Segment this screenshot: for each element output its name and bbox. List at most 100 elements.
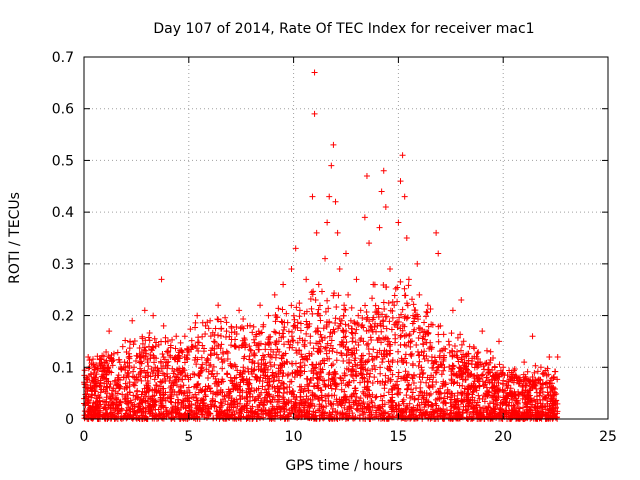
data-point <box>177 339 184 346</box>
data-point <box>393 408 400 415</box>
data-point <box>483 347 490 354</box>
data-point <box>367 323 374 330</box>
data-point <box>262 386 269 393</box>
chart-title: Day 107 of 2014, Rate Of TEC Index for r… <box>153 21 534 37</box>
data-point <box>122 380 129 387</box>
data-point <box>93 403 100 410</box>
data-point <box>432 369 439 376</box>
data-point <box>536 415 543 422</box>
data-point <box>301 402 308 409</box>
data-point <box>442 345 449 352</box>
data-point <box>249 393 256 400</box>
data-point <box>85 396 92 403</box>
data-point <box>204 355 211 362</box>
data-point <box>409 296 416 303</box>
y-tick-label: 0.2 <box>52 309 74 325</box>
data-point <box>380 317 387 324</box>
data-point <box>296 300 303 307</box>
data-point <box>442 400 449 407</box>
data-point <box>105 378 112 385</box>
data-point <box>145 400 152 407</box>
data-point <box>164 370 171 377</box>
data-point <box>141 344 148 351</box>
data-point <box>238 373 245 380</box>
data-point <box>219 402 226 409</box>
data-points <box>81 69 561 422</box>
data-point <box>539 404 546 411</box>
data-point <box>291 316 298 323</box>
data-point <box>364 314 371 321</box>
data-point <box>370 355 377 362</box>
data-point <box>471 353 478 360</box>
data-point <box>124 391 131 398</box>
data-point <box>109 392 116 399</box>
data-point <box>446 341 453 348</box>
data-point <box>228 363 235 370</box>
data-point <box>149 415 156 422</box>
data-point <box>358 323 365 330</box>
data-point <box>392 321 399 328</box>
data-point <box>359 375 366 382</box>
data-point <box>84 399 91 406</box>
data-point <box>345 291 352 298</box>
data-point <box>430 413 437 420</box>
data-point <box>228 397 235 404</box>
y-tick-label: 0.6 <box>52 102 74 118</box>
data-point <box>240 316 247 323</box>
data-point <box>251 339 258 346</box>
data-point <box>170 382 177 389</box>
data-point <box>416 358 423 365</box>
data-point <box>299 356 306 363</box>
data-point <box>408 338 415 345</box>
data-point <box>159 350 166 357</box>
data-point <box>161 372 168 379</box>
data-point <box>315 310 322 317</box>
data-point <box>375 305 382 312</box>
data-point <box>358 335 365 342</box>
data-point <box>155 341 162 348</box>
data-point <box>254 404 261 411</box>
data-point <box>441 364 448 371</box>
data-point <box>237 369 244 376</box>
data-point <box>347 317 354 324</box>
data-point <box>93 383 100 390</box>
data-point <box>280 352 287 359</box>
data-point <box>342 411 349 418</box>
data-point <box>426 411 433 418</box>
data-point <box>338 402 345 409</box>
data-point <box>418 364 425 371</box>
data-point <box>192 402 199 409</box>
data-point <box>553 390 560 397</box>
data-point <box>100 353 107 360</box>
data-point <box>353 276 360 283</box>
data-point <box>368 411 375 418</box>
x-tick-label: 0 <box>80 429 89 445</box>
data-point <box>424 302 431 309</box>
data-point <box>360 390 367 397</box>
data-point <box>466 343 473 350</box>
data-point <box>278 334 285 341</box>
data-point <box>227 400 234 407</box>
data-point <box>408 386 415 393</box>
data-point <box>330 292 337 299</box>
data-point <box>405 382 412 389</box>
data-point <box>385 389 392 396</box>
data-point <box>462 365 469 372</box>
data-point <box>151 359 158 366</box>
data-point <box>181 367 188 374</box>
data-point <box>353 373 360 380</box>
data-point <box>342 399 349 406</box>
data-point <box>332 319 339 326</box>
data-point <box>103 410 110 417</box>
data-point <box>333 383 340 390</box>
data-point <box>275 377 282 384</box>
data-point <box>300 388 307 395</box>
data-point <box>491 383 498 390</box>
data-point <box>449 353 456 360</box>
data-point <box>349 410 356 417</box>
data-point <box>173 333 180 340</box>
data-point <box>401 373 408 380</box>
data-point <box>301 385 308 392</box>
data-point <box>392 285 399 292</box>
data-point <box>252 333 259 340</box>
